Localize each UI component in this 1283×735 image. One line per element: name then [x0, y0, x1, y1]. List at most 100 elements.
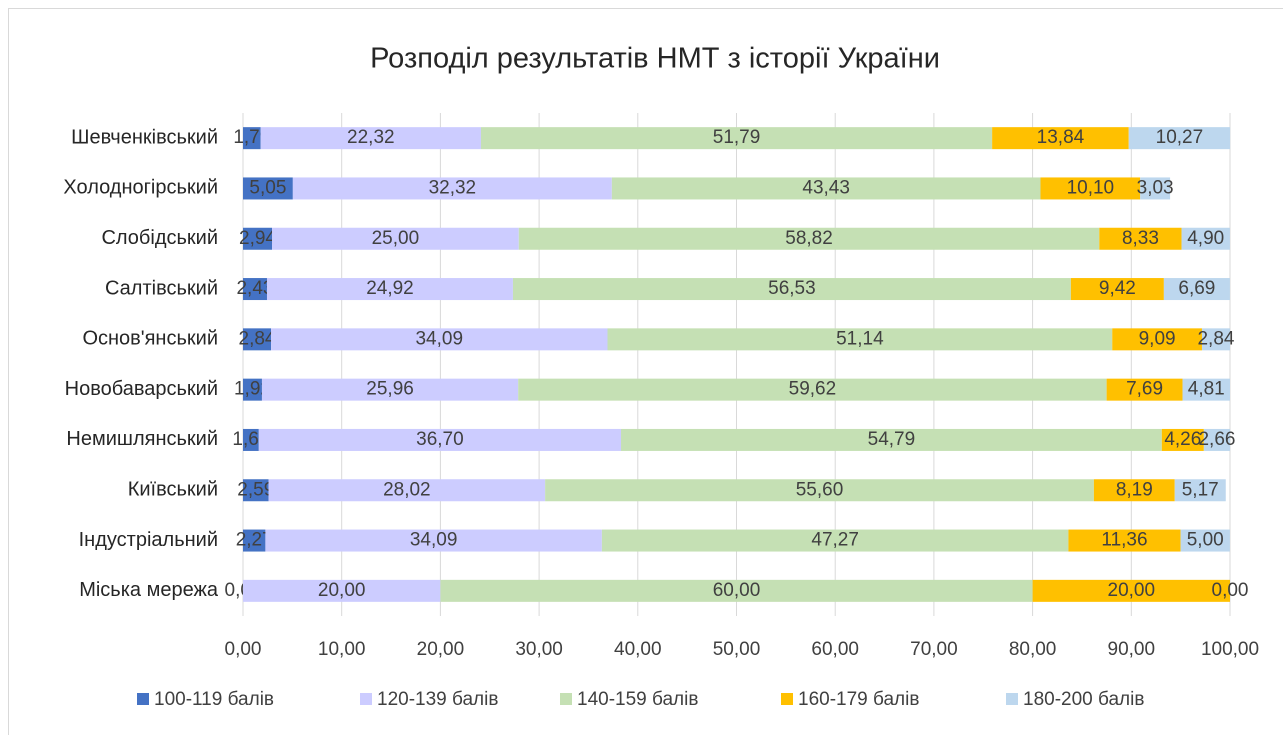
data-label: 10,10 — [1067, 177, 1115, 198]
data-label: 9,42 — [1099, 278, 1136, 299]
data-label: 4,26 — [1164, 429, 1201, 450]
data-label: 7,69 — [1126, 379, 1163, 400]
data-label: 36,70 — [416, 429, 464, 450]
legend-label: 180-200 балів — [1023, 689, 1144, 710]
bar-segment — [621, 428, 1162, 451]
y-tick-label: Київський — [128, 479, 218, 501]
bar-segment — [243, 378, 262, 401]
bar-segment — [611, 177, 1041, 200]
data-label: 8,19 — [1116, 479, 1153, 500]
data-label: 43,43 — [802, 177, 850, 198]
legend-swatch — [137, 693, 149, 705]
data-label: 32,32 — [429, 177, 477, 198]
legend-swatch — [360, 693, 372, 705]
data-label: 22,32 — [347, 127, 395, 148]
data-label: 11,36 — [1101, 530, 1147, 551]
bar-segment — [480, 127, 993, 150]
data-label: 1,92 — [234, 379, 271, 400]
data-label: 51,79 — [713, 127, 761, 148]
bar-segment — [243, 579, 441, 602]
bar-segment — [1140, 177, 1171, 200]
y-tick-label: Холодногірський — [63, 177, 218, 199]
data-label: 3,03 — [1137, 177, 1174, 198]
data-label: 56,53 — [768, 278, 816, 299]
y-tick-label: Основ'янський — [82, 328, 218, 350]
data-label: 60,00 — [713, 580, 761, 601]
bar-segment — [261, 378, 519, 401]
bar-segment — [518, 378, 1107, 401]
y-tick-label: Слобідський — [101, 227, 218, 249]
bar-segment — [1099, 227, 1182, 250]
data-label: 2,84 — [239, 328, 276, 349]
bar-segment — [601, 529, 1069, 552]
x-tick-label: 100,00 — [1201, 639, 1259, 660]
data-label: 34,09 — [415, 328, 463, 349]
bar-segment — [1203, 428, 1231, 451]
bar-segment — [243, 479, 269, 502]
bar-segment — [268, 479, 546, 502]
bar-segment — [1070, 278, 1164, 301]
data-label: 51,14 — [836, 328, 884, 349]
data-label: 54,79 — [868, 429, 916, 450]
data-label: 6,69 — [1178, 278, 1215, 299]
data-label: 9,09 — [1139, 328, 1176, 349]
data-label: 5,05 — [249, 177, 286, 198]
bar-segment — [243, 127, 261, 150]
data-label: 2,84 — [1197, 328, 1234, 349]
bar-segment — [607, 328, 1113, 351]
bar-segment — [518, 227, 1100, 250]
bar-segment — [512, 278, 1071, 301]
data-label: 2,59 — [237, 479, 274, 500]
data-label: 25,96 — [366, 379, 414, 400]
y-tick-label: Шевченківський — [71, 126, 218, 148]
data-label: 28,02 — [383, 479, 431, 500]
bar-segment — [243, 328, 272, 351]
data-label: 47,27 — [811, 530, 859, 551]
data-label: 4,90 — [1187, 228, 1224, 249]
bar-segment — [1112, 328, 1202, 351]
x-tick-label: 0,00 — [225, 639, 262, 660]
bar-segment — [266, 278, 513, 301]
bar-segment — [258, 428, 622, 451]
bar-segment — [243, 227, 273, 250]
data-label: 4,81 — [1188, 379, 1225, 400]
bar-segment — [545, 479, 1094, 502]
bar-segment — [1032, 579, 1230, 602]
data-label: 24,92 — [366, 278, 414, 299]
legend-label: 140-159 балів — [577, 689, 698, 710]
bar-segment — [1181, 227, 1230, 250]
data-label: 59,62 — [789, 379, 837, 400]
bar-segment — [1106, 378, 1183, 401]
bar-segment — [1093, 479, 1175, 502]
x-tick-label: 50,00 — [713, 639, 761, 660]
data-label: 2,43 — [236, 278, 273, 299]
y-tick-label: Індустріальний — [79, 529, 218, 551]
legend-swatch — [1006, 693, 1018, 705]
data-label: 0,00 — [1212, 580, 1249, 601]
data-label: 58,82 — [785, 228, 833, 249]
x-tick-label: 70,00 — [910, 639, 958, 660]
y-tick-label: Міська мережа — [79, 579, 219, 601]
bar-segment — [1163, 278, 1230, 301]
x-tick-label: 30,00 — [515, 639, 563, 660]
bar-segment — [1161, 428, 1204, 451]
data-label: 25,00 — [372, 228, 420, 249]
bar-segment — [243, 177, 293, 200]
x-tick-label: 20,00 — [417, 639, 465, 660]
data-label: 8,33 — [1122, 228, 1159, 249]
data-label: 10,27 — [1156, 127, 1204, 148]
data-label: 55,60 — [796, 479, 844, 500]
chart-title: Розподіл результатів НМТ з історії Украї… — [370, 43, 940, 75]
y-tick-label: Немишлянський — [66, 428, 218, 450]
x-tick-label: 90,00 — [1108, 639, 1156, 660]
bar-segment — [260, 127, 481, 150]
data-label: 20,00 — [318, 580, 366, 601]
chart-frame — [8, 8, 1283, 735]
bar-segment — [272, 227, 519, 250]
bar-segment — [271, 328, 608, 351]
legend-label: 120-139 балів — [377, 689, 498, 710]
data-label: 13,84 — [1037, 127, 1085, 148]
legend-label: 160-179 балів — [798, 689, 919, 710]
bar-segment — [440, 579, 1033, 602]
